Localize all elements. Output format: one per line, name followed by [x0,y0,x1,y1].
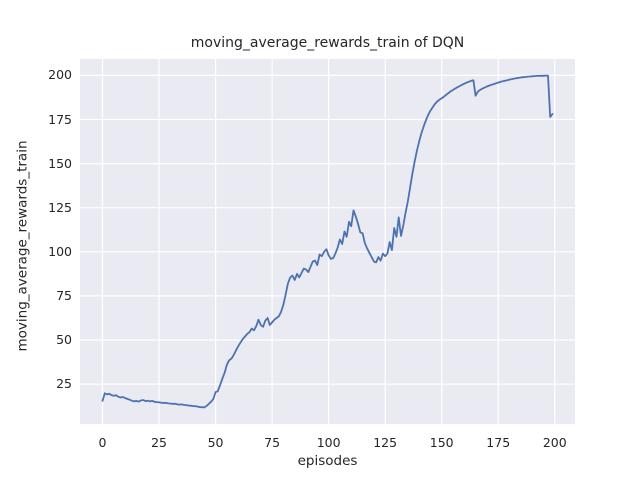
y-tick-label: 50 [56,331,72,347]
gridlines [80,59,575,424]
y-tick-label: 125 [48,199,72,215]
x-tick-label: 25 [151,435,167,450]
x-tick-label: 175 [486,435,511,450]
y-tick-label: 175 [48,111,72,127]
x-axis-label: episodes [297,453,358,469]
dqn-line-series [101,74,554,409]
x-tick-label: 100 [316,435,341,450]
y-tick-label: 75 [56,287,72,303]
x-tick-label: 75 [264,435,281,450]
plot-area [80,59,575,424]
x-tick-label: 200 [542,435,567,450]
chart-title: moving_average_rewards_train of DQN [190,35,465,51]
x-tick-label: 50 [207,435,224,450]
y-axis-label: moving_average_rewards_train [14,140,31,352]
y-tick-label: 100 [48,243,72,259]
y-tick-label: 25 [56,375,72,391]
y-tick-label: 200 [48,67,72,83]
x-tick-label: 0 [98,435,107,450]
x-tick-label: 150 [429,435,454,450]
x-tick-label: 125 [373,435,398,450]
y-tick-label: 150 [48,155,72,171]
